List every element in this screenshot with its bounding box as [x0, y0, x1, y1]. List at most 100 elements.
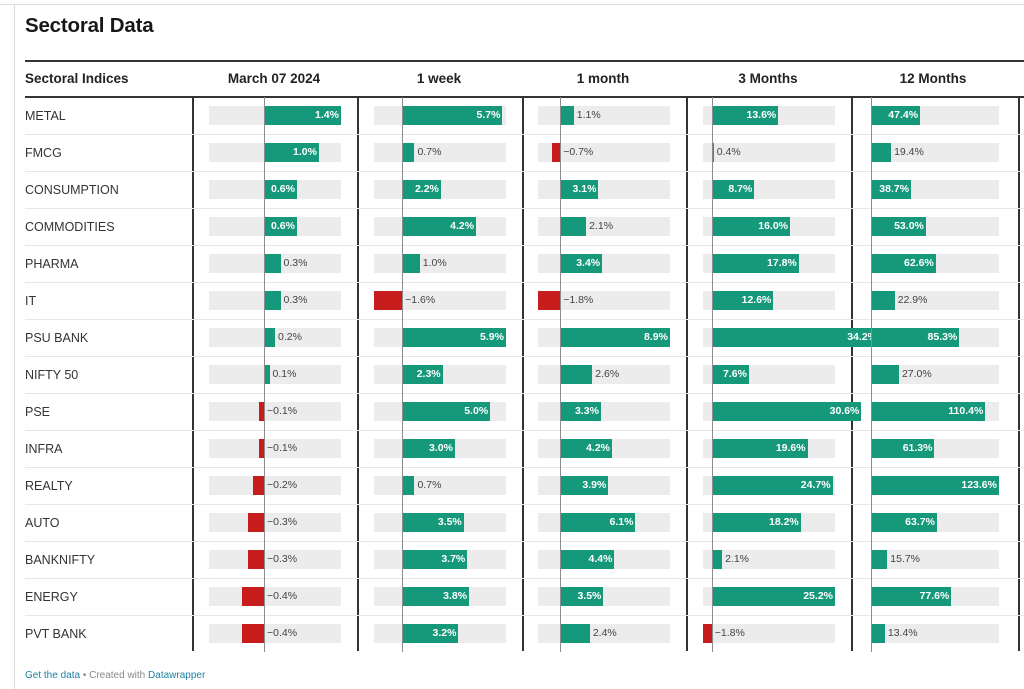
- bar-track: [538, 180, 670, 199]
- data-label: 19.4%: [894, 146, 924, 158]
- bar-track: [538, 291, 670, 310]
- data-label: 3.5%: [577, 590, 602, 602]
- column-header-1-month: 1 month: [576, 71, 630, 86]
- bar-track: [209, 550, 341, 569]
- zero-line: [711, 615, 713, 652]
- data-label: 15.7%: [890, 553, 921, 565]
- data-bar: [871, 180, 912, 199]
- data-label: 2.2%: [414, 183, 439, 195]
- data-label: 1.0%: [293, 146, 317, 158]
- zero-line: [264, 134, 265, 171]
- data-label: 123.6%: [961, 479, 997, 491]
- data-label: 3.9%: [582, 479, 607, 491]
- zero-line: [560, 208, 562, 245]
- data-bar: [560, 624, 590, 643]
- data-label: 19.6%: [775, 442, 806, 454]
- zero-line: [560, 578, 562, 615]
- row-label: INFRA: [25, 442, 63, 456]
- get-the-data-link[interactable]: Get the data: [25, 670, 81, 681]
- bar-track: [538, 402, 670, 421]
- row-label: ENERGY: [25, 590, 78, 604]
- column-divider: [686, 97, 688, 651]
- datawrapper-link[interactable]: Datawrapper: [148, 670, 206, 681]
- data-bar: [871, 550, 888, 569]
- data-label: 2.1%: [589, 220, 614, 232]
- data-label: 0.7%: [417, 146, 442, 158]
- zero-line: [711, 171, 713, 208]
- data-bar: [711, 106, 779, 125]
- row-label: METAL: [25, 109, 66, 123]
- header-bottom-rule: [25, 96, 1024, 98]
- zero-line: [711, 356, 713, 393]
- zero-line: [560, 467, 562, 504]
- data-bar: [247, 550, 264, 569]
- zero-line: [560, 97, 562, 134]
- bar-track: [209, 513, 341, 532]
- column-header-12-months: 12 Months: [899, 71, 967, 86]
- bar-track: [209, 476, 341, 495]
- data-label: 1.0%: [422, 257, 447, 269]
- zero-line: [264, 208, 265, 245]
- data-bar: [711, 587, 835, 606]
- data-bar: [560, 402, 601, 421]
- bar-track: [538, 587, 670, 606]
- zero-line: [264, 504, 265, 541]
- row-label: COMMODITIES: [25, 220, 115, 234]
- zero-line: [402, 134, 404, 171]
- data-label: 47.4%: [888, 109, 919, 121]
- footer-separator: • Created with: [80, 670, 149, 681]
- row-separator: [25, 430, 1024, 431]
- data-label: 8.9%: [644, 331, 668, 343]
- data-label: −0.4%: [267, 627, 298, 639]
- zero-line: [264, 393, 265, 430]
- zero-line: [871, 97, 872, 134]
- row-separator: [25, 356, 1024, 357]
- data-label: 3.3%: [574, 405, 599, 417]
- data-label: 2.6%: [595, 368, 620, 380]
- data-label: 7.6%: [723, 368, 747, 380]
- bar-track: [538, 254, 670, 273]
- zero-line: [711, 393, 713, 430]
- zero-line: [711, 134, 713, 171]
- data-bar: [871, 402, 986, 421]
- data-label: 13.6%: [746, 109, 777, 121]
- data-label: −0.2%: [267, 479, 298, 491]
- bar-track: [703, 143, 835, 162]
- data-bar: [871, 587, 952, 606]
- bar-track: [209, 439, 341, 458]
- zero-line: [560, 430, 562, 467]
- data-bar: [711, 513, 801, 532]
- zero-line: [871, 578, 872, 615]
- data-label: −0.1%: [267, 405, 298, 417]
- zero-line: [264, 356, 265, 393]
- data-bar: [264, 365, 270, 384]
- zero-line: [402, 319, 404, 356]
- row-label: PSE: [25, 405, 51, 419]
- frame-border-top: [0, 4, 1024, 5]
- data-bar: [264, 217, 297, 236]
- zero-line: [402, 393, 404, 430]
- row-label: PVT BANK: [25, 627, 87, 641]
- data-label: 12.6%: [741, 294, 772, 306]
- zero-line: [871, 541, 872, 578]
- row-separator: [25, 319, 1024, 320]
- data-label: 34.2%: [847, 331, 877, 343]
- data-bar: [560, 513, 636, 532]
- data-label: −0.7%: [563, 146, 594, 158]
- zero-line: [711, 208, 713, 245]
- data-label: 3.4%: [576, 257, 601, 269]
- data-label: 4.4%: [588, 553, 613, 565]
- data-label: 0.6%: [271, 183, 295, 195]
- data-label: 22.9%: [897, 294, 928, 306]
- data-label: 85.3%: [927, 331, 958, 343]
- data-bar: [402, 476, 415, 495]
- data-bar: [264, 106, 341, 125]
- data-label: 13.4%: [887, 627, 918, 639]
- data-label: 0.2%: [278, 331, 302, 343]
- data-label: 3.5%: [437, 516, 462, 528]
- zero-line: [871, 356, 872, 393]
- row-label: FMCG: [25, 146, 62, 160]
- bar-track: [538, 106, 670, 125]
- row-separator: [25, 208, 1024, 209]
- zero-line: [871, 319, 872, 356]
